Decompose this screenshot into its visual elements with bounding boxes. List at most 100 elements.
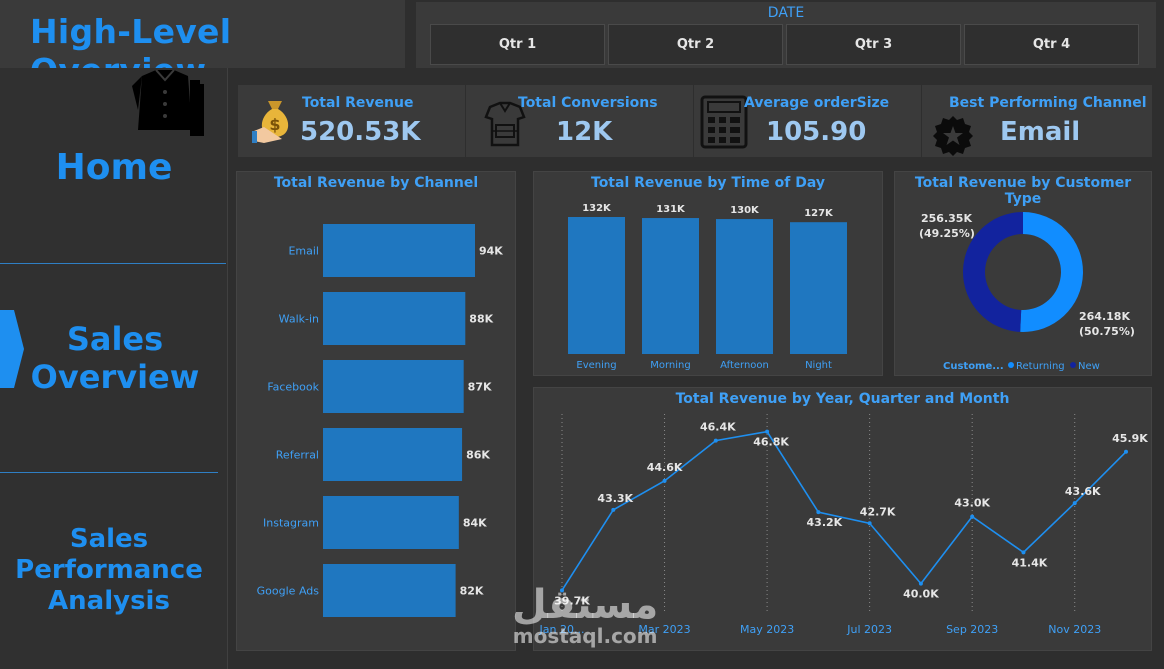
revenue-point[interactable] bbox=[970, 514, 975, 519]
nav-sales-overview[interactable]: Sales Overview bbox=[30, 320, 200, 397]
revenue-point[interactable] bbox=[918, 581, 923, 586]
revenue-point[interactable] bbox=[560, 588, 564, 593]
revenue-point[interactable] bbox=[816, 510, 821, 515]
revenue-line[interactable] bbox=[561, 430, 1127, 591]
channel-label: Email bbox=[288, 245, 319, 258]
chart-title: Total Revenue by Time of Day bbox=[591, 175, 825, 191]
channel-value-label: 86K bbox=[466, 449, 490, 462]
revenue-point-label: 43.2K bbox=[807, 516, 843, 529]
kpi-total-revenue: $ Total Revenue 520.53K bbox=[238, 85, 466, 157]
revenue-point[interactable] bbox=[867, 521, 872, 526]
qtr-1-button[interactable]: Qtr 1 bbox=[430, 24, 605, 65]
qtr-3-button[interactable]: Qtr 3 bbox=[786, 24, 961, 65]
revenue-point-label: 46.8K bbox=[753, 436, 789, 449]
revenue-point[interactable] bbox=[713, 438, 718, 443]
channel-bar[interactable] bbox=[323, 496, 459, 549]
x-tick-label: May 2023 bbox=[740, 623, 794, 636]
nav-home[interactable]: Home bbox=[55, 147, 173, 188]
x-tick-label: Sep 2023 bbox=[946, 623, 998, 636]
revenue-point[interactable] bbox=[1124, 449, 1128, 454]
channel-bar[interactable] bbox=[323, 292, 466, 345]
revenue-point[interactable] bbox=[1072, 501, 1077, 506]
channel-bar[interactable] bbox=[323, 428, 463, 481]
nav-divider bbox=[0, 472, 218, 473]
shirt-stack-icon bbox=[132, 70, 204, 136]
star-badge-icon bbox=[933, 116, 973, 156]
revenue-point-label: 42.7K bbox=[860, 505, 896, 518]
date-slicer-label: DATE bbox=[767, 5, 805, 21]
qtr-2-button[interactable]: Qtr 2 bbox=[608, 24, 783, 65]
time-of-day-value-label: 132K bbox=[582, 203, 612, 214]
channel-value-label: 88K bbox=[469, 313, 493, 326]
x-tick-label: Jul 2023 bbox=[846, 623, 892, 636]
channel-bar[interactable] bbox=[323, 224, 475, 277]
qtr-4-button[interactable]: Qtr 4 bbox=[964, 24, 1139, 65]
channel-value-label: 94K bbox=[479, 245, 503, 258]
time-of-day-chart-card: Total Revenue by Time of Day 132K Evening… bbox=[533, 171, 883, 376]
channel-bar[interactable] bbox=[323, 360, 464, 413]
kpi-value: Email bbox=[1000, 117, 1081, 147]
kpi-average-order-size: Average orderSize 105.90 bbox=[694, 85, 922, 157]
time-of-day-bar[interactable] bbox=[642, 218, 699, 354]
channel-value-label: 87K bbox=[468, 381, 492, 394]
chart-title: Total Revenue by Year, Quarter and Month bbox=[675, 391, 1010, 407]
shirt-box-icon bbox=[484, 101, 526, 147]
kpi-value: 105.90 bbox=[766, 117, 867, 147]
channel-label: Facebook bbox=[267, 381, 319, 394]
side-nav: Home Sales Overview Sales Performance An… bbox=[0, 68, 228, 669]
customer-type-donut-chart: 264.18K (50.75%) 256.35K (49.25%) Custome...… bbox=[919, 212, 1135, 372]
donut-slice-new[interactable] bbox=[962, 212, 1023, 332]
revenue-point-label: 44.6K bbox=[647, 461, 683, 474]
monthly-revenue-chart-card: Total Revenue by Year, Quarter and Month… bbox=[533, 387, 1152, 651]
donut-value-label: 264.18K bbox=[1079, 310, 1130, 323]
time-of-day-bar[interactable] bbox=[716, 219, 773, 354]
watermark: مستقل mostaql.com bbox=[512, 585, 658, 647]
x-tick-label: Nov 2023 bbox=[1048, 623, 1101, 636]
time-of-day-bar[interactable] bbox=[568, 217, 625, 354]
legend-item[interactable]: Returning bbox=[1016, 361, 1065, 372]
nav-sales-performance-analysis[interactable]: Sales Performance Analysis bbox=[15, 524, 203, 617]
channel-value-label: 84K bbox=[463, 517, 487, 530]
channel-label: Referral bbox=[276, 449, 319, 462]
time-of-day-value-label: 131K bbox=[656, 204, 686, 215]
time-of-day-label: Afternoon bbox=[720, 360, 769, 371]
time-of-day-value-label: 127K bbox=[804, 208, 834, 219]
time-of-day-bar[interactable] bbox=[790, 222, 847, 354]
kpi-title: Average orderSize bbox=[744, 95, 890, 111]
revenue-point[interactable] bbox=[662, 478, 667, 483]
watermark-arabic: مستقل bbox=[512, 582, 659, 628]
channel-bar-chart: Email 94K Walk-in 88K Facebook 87K Referral 86K… bbox=[257, 224, 503, 617]
donut-pct-label: (50.75%) bbox=[1079, 325, 1135, 338]
x-tick-label: Jan 20... bbox=[539, 623, 585, 636]
revenue-point[interactable] bbox=[1021, 550, 1026, 555]
nav-divider bbox=[0, 263, 226, 264]
channel-label: Instagram bbox=[263, 517, 319, 530]
channel-bar[interactable] bbox=[323, 564, 456, 617]
kpi-bar: $ Total Revenue 520.53K Total Conversion… bbox=[238, 85, 1152, 157]
time-of-day-label: Night bbox=[805, 360, 832, 371]
monthly-revenue-line-chart: 39.7K 43.3K 44.6K 46.4K 46.8K 43.2K 42.7K 40.0K… bbox=[539, 414, 1148, 636]
channel-value-label: 82K bbox=[460, 585, 484, 598]
calculator-icon bbox=[700, 95, 748, 149]
date-slicer: DATE Qtr 1 Qtr 2 Qtr 3 Qtr 4 bbox=[416, 2, 1156, 68]
revenue-point-label: 45.9K bbox=[1112, 432, 1148, 445]
legend-marker bbox=[1008, 362, 1014, 368]
time-of-day-value-label: 130K bbox=[730, 205, 760, 216]
donut-slice-returning[interactable] bbox=[1020, 212, 1083, 332]
x-tick-label: Mar 2023 bbox=[638, 623, 690, 636]
chart-title: Total Revenue by Channel bbox=[273, 175, 479, 191]
title-panel: High-Level Overview bbox=[0, 0, 405, 90]
time-of-day-label: Morning bbox=[650, 360, 690, 371]
revenue-point[interactable] bbox=[765, 429, 770, 434]
revenue-point-label: 46.4K bbox=[700, 421, 736, 434]
time-of-day-bar-chart: 132K Evening 131K Morning 130K Afternoon 127K N… bbox=[568, 203, 847, 371]
svg-text:$: $ bbox=[269, 115, 280, 134]
legend-item[interactable]: New bbox=[1078, 361, 1100, 372]
revenue-point[interactable] bbox=[611, 507, 616, 512]
revenue-point-label: 40.0K bbox=[903, 588, 939, 601]
watermark-latin: mostaql.com bbox=[512, 624, 658, 648]
legend-marker bbox=[1070, 362, 1076, 368]
channel-label: Walk-in bbox=[279, 313, 319, 326]
revenue-point-label: 43.3K bbox=[597, 492, 633, 505]
